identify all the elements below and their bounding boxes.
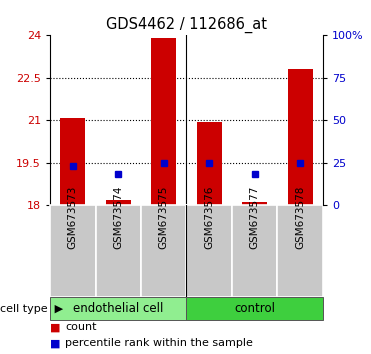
Text: GSM673573: GSM673573 [68, 186, 78, 250]
Bar [187, 297, 323, 320]
Bar [288, 69, 312, 205]
Bar [232, 205, 278, 297]
Bar [242, 202, 267, 205]
Text: percentile rank within the sample: percentile rank within the sample [65, 338, 253, 348]
Text: GSM673578: GSM673578 [295, 186, 305, 250]
Bar [50, 205, 96, 297]
Bar [187, 205, 232, 297]
Text: GSM673575: GSM673575 [159, 186, 169, 250]
Bar [141, 205, 187, 297]
Title: GDS4462 / 112686_at: GDS4462 / 112686_at [106, 16, 267, 33]
Text: GSM673574: GSM673574 [113, 186, 123, 250]
Bar [50, 297, 187, 320]
Text: ■: ■ [50, 322, 60, 332]
Text: GSM673576: GSM673576 [204, 186, 214, 250]
Text: count: count [65, 322, 96, 332]
Bar [106, 200, 131, 205]
Text: cell type  ▶: cell type ▶ [0, 304, 63, 314]
Bar [278, 205, 323, 297]
Bar [60, 118, 85, 205]
Text: ■: ■ [50, 338, 60, 348]
Text: GSM673577: GSM673577 [250, 186, 260, 250]
Bar [197, 122, 221, 205]
Text: endothelial cell: endothelial cell [73, 302, 164, 315]
Text: control: control [234, 302, 275, 315]
Bar [96, 205, 141, 297]
Bar [151, 38, 176, 205]
